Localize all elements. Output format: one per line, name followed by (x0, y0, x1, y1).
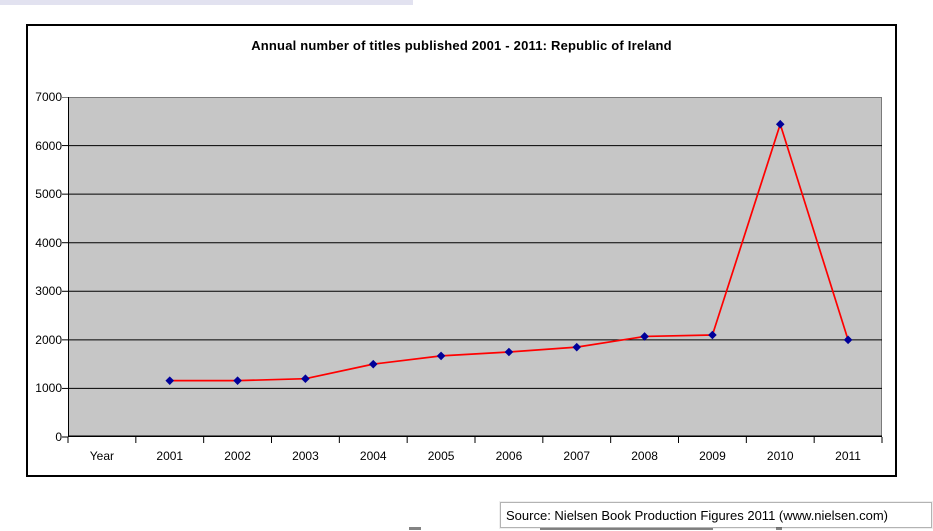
y-axis-tick-label: 0 (55, 430, 62, 444)
x-axis-tick-label: 2007 (563, 449, 591, 463)
x-axis-tick-label: 2003 (292, 449, 319, 463)
x-axis-tick-label: Year (89, 449, 115, 463)
y-axis-tick-label: 7000 (35, 90, 62, 104)
x-axis-tick-label: 2002 (224, 449, 251, 463)
x-axis-tick-label: 2011 (835, 449, 861, 463)
y-axis-tick-label: 2000 (35, 332, 62, 347)
chart-title: Annual number of titles published 2001 -… (251, 38, 672, 53)
data-point-marker (708, 330, 717, 340)
y-axis-tick-label: 1000 (35, 381, 62, 396)
x-axis-tick-label: 2010 (766, 449, 794, 463)
source-text: Source: Nielsen Book Production Figures … (506, 507, 888, 523)
plot-area-svg (62, 97, 883, 443)
data-point-marker (436, 351, 446, 361)
data-point-marker (165, 376, 175, 385)
x-axis-tick-label: 2008 (631, 449, 658, 463)
y-axis-tick-label: 3000 (35, 284, 62, 299)
x-axis-tick-label: 2005 (427, 449, 455, 463)
cropped-text-artifact (540, 528, 713, 530)
data-point-marker (368, 359, 378, 369)
x-axis-tick-label: 2006 (495, 449, 523, 463)
data-point-marker (504, 347, 514, 357)
y-axis-tick-label: 5000 (35, 187, 62, 202)
source-box: Source: Nielsen Book Production Figures … (500, 502, 932, 528)
x-axis-tick-label: 2001 (156, 449, 184, 463)
data-point-marker (233, 376, 242, 385)
data-point-marker (572, 342, 582, 352)
x-axis-tick-label: 2004 (359, 449, 387, 463)
data-point-marker (640, 332, 649, 341)
cropped-text-artifact (776, 527, 782, 530)
y-axis-tick-label: 4000 (35, 235, 62, 250)
y-axis-tick-label: 6000 (35, 138, 62, 153)
top-highlight-bar (0, 0, 413, 5)
cropped-text-artifact (409, 527, 421, 530)
data-point-marker (301, 374, 310, 384)
x-axis-tick-label: 2009 (699, 449, 726, 463)
data-point-marker (775, 119, 785, 129)
data-point-marker (843, 335, 853, 345)
